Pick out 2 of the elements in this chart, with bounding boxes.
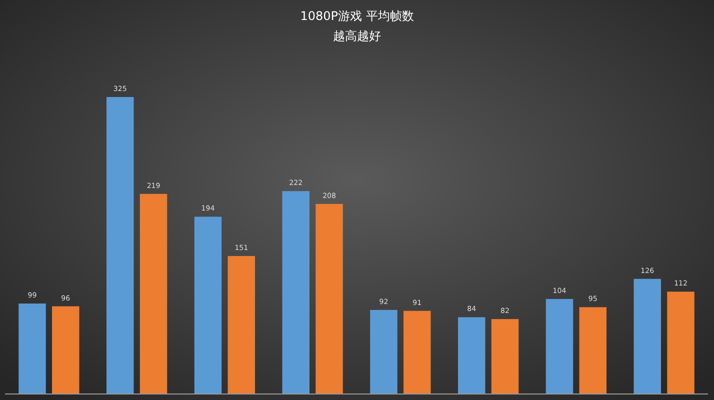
- chart-subtitle: 越高越好: [333, 29, 381, 43]
- chart-title: 1080P游戏 平均帧数: [300, 9, 414, 23]
